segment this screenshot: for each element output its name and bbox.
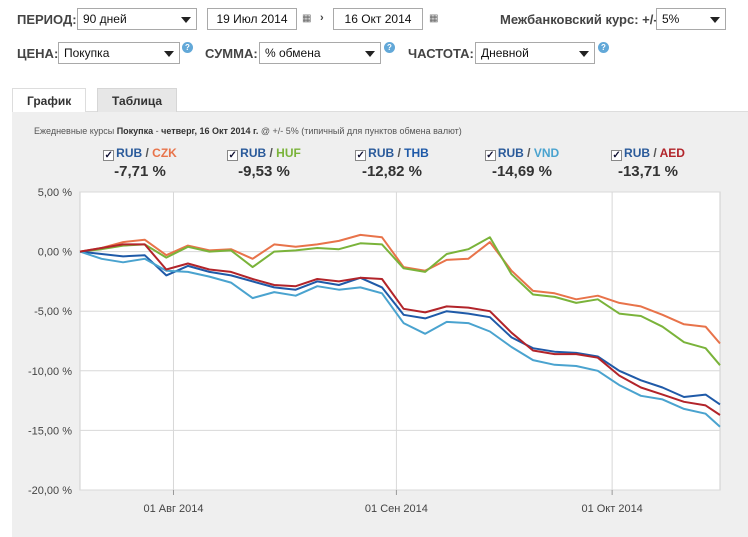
y-tick-label: 5,00 % — [38, 187, 72, 199]
subtitle-sep: - — [153, 126, 162, 136]
help-icon[interactable]: ? — [384, 42, 395, 53]
interbank-select-value: 5% — [662, 12, 680, 26]
y-tick-label: -20,00 % — [28, 485, 72, 497]
price-select-value: Покупка — [64, 46, 110, 60]
legend-quote: CZK — [152, 146, 177, 160]
checkbox-checked-icon[interactable]: ✓ — [484, 150, 496, 161]
x-tick-label: 01 Сен 2014 — [365, 503, 428, 515]
sum-select[interactable]: % обмена — [259, 42, 381, 64]
legend-change: -12,82 % — [361, 163, 423, 180]
legend-change: -14,69 % — [491, 163, 553, 180]
legend-item-vnd[interactable]: ✓ RUB / VND -14,69 % — [482, 146, 562, 180]
frequency-select[interactable]: Дневной — [475, 42, 595, 64]
tab-table[interactable]: Таблица — [97, 88, 177, 112]
y-tick-label: -10,00 % — [28, 366, 72, 378]
legend-slash: / — [142, 146, 153, 160]
calendar-icon[interactable]: ▦ — [429, 13, 439, 24]
checkbox-checked-icon[interactable]: ✓ — [103, 150, 115, 161]
chevron-down-icon — [710, 17, 720, 23]
checkbox-checked-icon[interactable]: ✓ — [355, 150, 367, 161]
legend-base: RUB — [368, 146, 395, 160]
subtitle-suffix: @ +/- 5% (типичный для пунктов обмена ва… — [258, 126, 462, 136]
chevron-down-icon — [365, 51, 375, 57]
y-tick-label: -5,00 % — [34, 306, 72, 318]
date-to-field[interactable]: 16 Окт 2014 — [333, 8, 423, 30]
legend-change: -7,71 % — [114, 163, 166, 180]
legend-slash: / — [266, 146, 277, 160]
calendar-icon[interactable]: ▦ — [302, 13, 312, 24]
legend-base: RUB — [624, 146, 651, 160]
range-arrow-icon: › — [320, 12, 324, 24]
legend-quote: VND — [533, 146, 560, 160]
plot-area — [79, 191, 721, 491]
x-tick-label: 01 Авг 2014 — [143, 503, 203, 515]
legend-item-aed[interactable]: ✓ RUB / AED -13,71 % — [608, 146, 688, 180]
interbank-select[interactable]: 5% — [656, 8, 726, 30]
legend-quote: AED — [659, 146, 685, 160]
legend-item-huf[interactable]: ✓ RUB / HUF -9,53 % — [224, 146, 304, 180]
legend-slash: / — [650, 146, 660, 160]
period-select-value: 90 дней — [83, 12, 127, 26]
legend-change: -13,71 % — [617, 163, 679, 180]
subtitle-price: Покупка — [116, 126, 154, 136]
legend-quote: HUF — [276, 146, 301, 160]
legend-slash: / — [394, 146, 405, 160]
checkbox-checked-icon[interactable]: ✓ — [611, 150, 623, 161]
y-tick-label: -15,00 % — [28, 425, 72, 437]
chevron-down-icon — [579, 51, 589, 57]
price-select[interactable]: Покупка — [58, 42, 180, 64]
checkbox-checked-icon[interactable]: ✓ — [227, 150, 239, 161]
subtitle-prefix: Ежедневные курсы — [34, 126, 117, 136]
period-select[interactable]: 90 дней — [77, 8, 197, 30]
legend-base: RUB — [116, 146, 143, 160]
interbank-label: Межбанковский курс: +/- — [500, 12, 658, 27]
series-line-vnd — [79, 250, 721, 428]
chevron-down-icon — [181, 17, 191, 23]
chevron-down-icon — [164, 51, 174, 57]
sum-label: СУММА: — [205, 46, 258, 61]
legend-item-thb[interactable]: ✓ RUB / THB -12,82 % — [352, 146, 432, 180]
legend-slash: / — [523, 146, 534, 160]
legend-quote: THB — [404, 146, 429, 160]
help-icon[interactable]: ? — [598, 42, 609, 53]
date-from-field[interactable]: 19 Июл 2014 — [207, 8, 297, 30]
series-line-huf — [79, 236, 721, 366]
legend-base: RUB — [497, 146, 524, 160]
subtitle-date: четверг, 16 Окт 2014 г. — [161, 126, 259, 136]
frequency-select-value: Дневной — [481, 46, 529, 60]
x-tick-label: 01 Окт 2014 — [581, 503, 642, 515]
tab-chart[interactable]: График — [12, 88, 87, 112]
series-line-aed — [79, 243, 721, 416]
frequency-label: ЧАСТОТА: — [408, 46, 474, 61]
legend-change: -9,53 % — [238, 163, 290, 180]
help-icon[interactable]: ? — [182, 42, 193, 53]
y-tick-label: 0,00 % — [38, 247, 72, 259]
sum-select-value: % обмена — [265, 46, 321, 60]
period-label: ПЕРИОД: — [17, 12, 77, 27]
price-label: ЦЕНА: — [17, 46, 59, 61]
legend-item-czk[interactable]: ✓ RUB / CZK -7,71 % — [100, 146, 180, 180]
series-line-thb — [79, 250, 721, 406]
chart-subtitle: Ежедневные курсы Покупка - четверг, 16 О… — [34, 126, 462, 136]
legend-base: RUB — [240, 146, 267, 160]
